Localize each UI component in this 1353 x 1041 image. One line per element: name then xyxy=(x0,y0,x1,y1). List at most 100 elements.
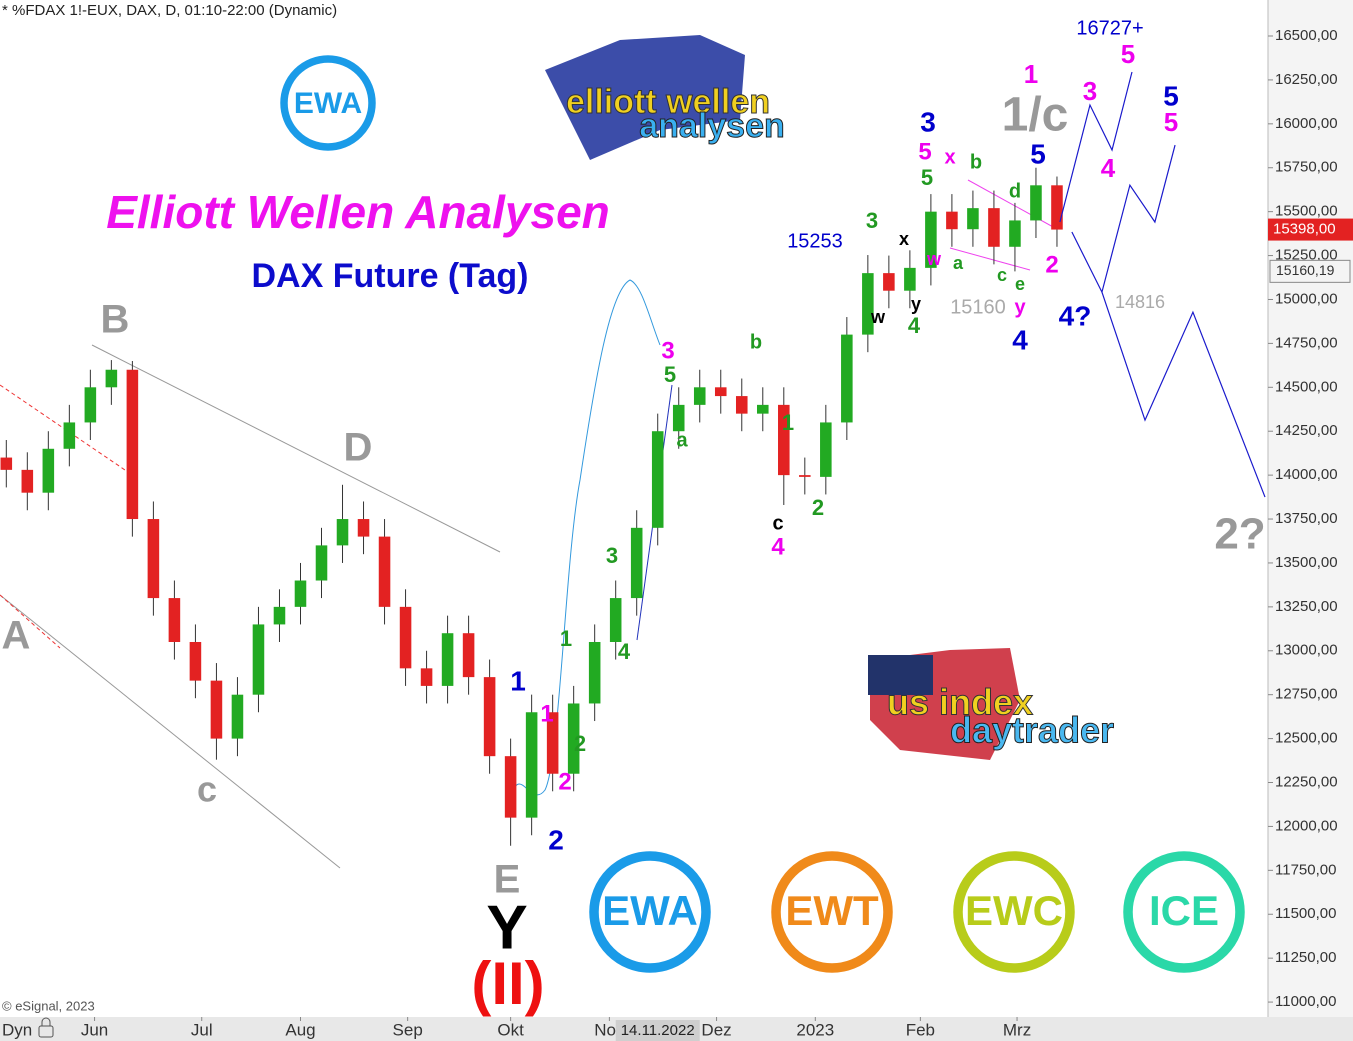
y-tick-label: 11000,00 xyxy=(1275,993,1336,1010)
candle-body xyxy=(504,756,517,818)
candle-body xyxy=(714,387,727,397)
wave-label: 2 xyxy=(574,731,586,756)
wave-label: 15253 xyxy=(787,230,843,252)
wave-label: 5 xyxy=(1163,80,1179,111)
trendline xyxy=(0,594,61,649)
wave-label: 3 xyxy=(1083,76,1097,106)
indicator-curve xyxy=(509,279,661,801)
wave-label: b xyxy=(970,151,982,173)
candle-body xyxy=(63,422,76,449)
wave-label: 5 xyxy=(918,138,931,165)
wave-label: x xyxy=(899,229,909,249)
wave-label: 1 xyxy=(560,626,572,651)
logo-text: EWT xyxy=(785,887,879,934)
brand-logo-text: elliott wellen xyxy=(566,83,770,121)
wave-label: d xyxy=(1009,180,1021,202)
projection-line xyxy=(1059,71,1133,223)
candle-body xyxy=(693,387,706,405)
candle-body xyxy=(294,580,307,607)
y-tick-label: 15250,00 xyxy=(1275,247,1338,264)
candle-body xyxy=(1030,185,1042,221)
crosshair-date: 14.11.2022 xyxy=(621,1022,695,1039)
candle-body xyxy=(778,404,790,476)
candle-body xyxy=(210,680,223,739)
x-tick-label: Sep xyxy=(393,1020,423,1039)
x-tick-label: Dez xyxy=(701,1020,731,1039)
wave-label: 1/c xyxy=(1002,89,1069,142)
wave-label: 5 xyxy=(1164,107,1178,137)
wave-label: 14816 xyxy=(1115,292,1165,312)
candle-body xyxy=(189,641,202,681)
header: * %FDAX 1!-EUX, DAX, D, 01:10-22:00 (Dyn… xyxy=(2,2,337,19)
x-tick-label: 2023 xyxy=(796,1020,834,1039)
y-tick-label: 15750,00 xyxy=(1275,159,1338,176)
wave-label: (II) xyxy=(471,950,544,1017)
title: Elliott Wellen Analysen xyxy=(106,186,610,238)
candle-body xyxy=(735,396,748,414)
candle-body xyxy=(273,606,286,625)
candle-body xyxy=(231,694,244,739)
wave-label: 2 xyxy=(1045,251,1058,278)
x-tick-label: Okt xyxy=(497,1020,524,1039)
candle-body xyxy=(799,475,811,477)
lock-icon xyxy=(41,1017,51,1026)
y-tick-label: 13000,00 xyxy=(1275,642,1338,659)
wave-label: c xyxy=(197,769,217,810)
candle-body xyxy=(21,469,34,493)
candle-body xyxy=(588,641,601,704)
x-tick-label: Jun xyxy=(81,1020,108,1039)
candle-body xyxy=(841,334,853,423)
wave-label: Y xyxy=(486,893,527,962)
wave-label: 1 xyxy=(510,665,526,696)
wave-label: 2? xyxy=(1214,510,1265,559)
crosshair-box xyxy=(1269,259,1351,283)
candle-body xyxy=(904,267,916,291)
flag-shape xyxy=(868,655,933,695)
lock-icon xyxy=(38,1025,54,1038)
candle-body xyxy=(630,527,643,599)
wave-label: 2 xyxy=(558,768,571,795)
candle-body xyxy=(420,668,433,686)
candle-body xyxy=(567,703,580,774)
wave-label: 3 xyxy=(661,337,674,364)
candle-body xyxy=(609,598,622,642)
candle-body xyxy=(988,208,1000,247)
candle-body xyxy=(168,598,181,642)
wave-label: 1 xyxy=(782,410,794,435)
flag-shape xyxy=(545,35,745,160)
wave-label: 5 xyxy=(921,165,933,190)
logo-ring xyxy=(771,851,893,973)
y-tick-label: 13750,00 xyxy=(1275,510,1338,527)
x-tick-label: Jul xyxy=(191,1020,213,1039)
candle-body xyxy=(441,633,454,686)
x-tick-label: Aug xyxy=(285,1020,315,1039)
logo-text: EWC xyxy=(965,887,1063,934)
wave-label: 15160 xyxy=(950,296,1006,318)
logo-text: ICE xyxy=(1149,887,1219,934)
wave-label: 5 xyxy=(664,362,676,387)
projection-line xyxy=(1071,144,1176,294)
wave-label: c xyxy=(997,265,1007,285)
last-price-box xyxy=(1268,218,1353,241)
last-price-label: 15398,00 xyxy=(1273,221,1336,238)
wave-label: A xyxy=(2,614,31,658)
candle-body xyxy=(252,624,265,695)
wave-label: c xyxy=(772,512,783,534)
wave-label: 4 xyxy=(908,313,921,338)
trendline xyxy=(91,344,501,553)
candle-body xyxy=(315,545,328,581)
wave-label: 4 xyxy=(618,639,631,664)
logo-ring xyxy=(589,851,711,973)
x-tick-label: Feb xyxy=(906,1020,935,1039)
projection-line xyxy=(1101,291,1266,498)
candle-body xyxy=(967,208,979,230)
y-tick-label: 15500,00 xyxy=(1275,203,1338,220)
candle-body xyxy=(672,404,685,432)
wave-label: 4 xyxy=(1012,324,1028,355)
plot-area xyxy=(0,167,1063,846)
candle-body xyxy=(925,211,937,268)
candle-body xyxy=(525,712,538,818)
wave-label: a xyxy=(953,253,964,273)
logo-text: EWA xyxy=(602,887,698,934)
crosshair-label: 15160,19 xyxy=(1276,262,1335,278)
